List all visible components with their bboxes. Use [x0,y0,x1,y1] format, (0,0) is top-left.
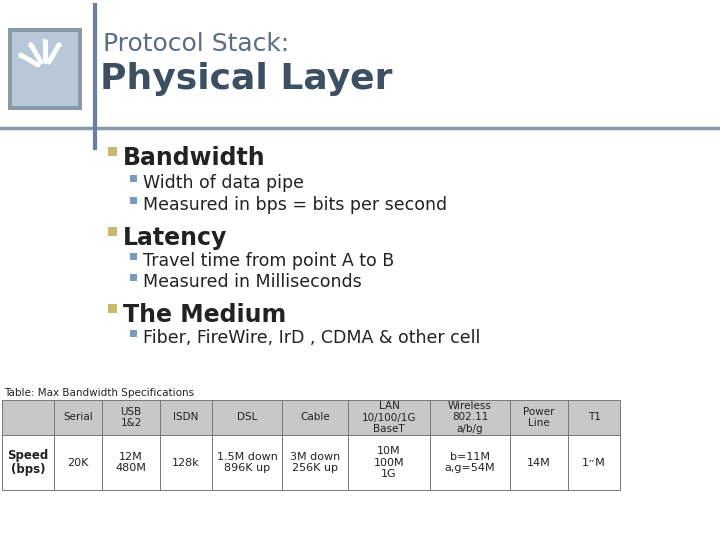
Text: Table: Max Bandwidth Specifications: Table: Max Bandwidth Specifications [4,388,194,398]
Text: Travel time from point A to B: Travel time from point A to B [143,252,395,270]
Text: 128k: 128k [172,457,200,468]
FancyBboxPatch shape [54,400,102,435]
Text: Physical Layer: Physical Layer [100,62,392,96]
Text: The Medium: The Medium [123,303,287,327]
Text: 1.5M down
896K up: 1.5M down 896K up [217,451,277,473]
FancyBboxPatch shape [160,400,212,435]
Text: Speed
(bps): Speed (bps) [7,449,49,476]
FancyBboxPatch shape [102,435,160,490]
FancyBboxPatch shape [54,435,102,490]
Text: 20K: 20K [67,457,89,468]
FancyBboxPatch shape [510,400,568,435]
FancyBboxPatch shape [348,435,430,490]
FancyBboxPatch shape [160,435,212,490]
FancyBboxPatch shape [130,197,137,204]
Text: USB
1&2: USB 1&2 [120,407,142,428]
FancyBboxPatch shape [282,435,348,490]
FancyBboxPatch shape [348,400,430,435]
FancyBboxPatch shape [108,147,117,156]
Text: b=11M
a,g=54M: b=11M a,g=54M [445,451,495,473]
Text: T1: T1 [588,413,600,422]
FancyBboxPatch shape [430,400,510,435]
FancyBboxPatch shape [108,227,117,236]
FancyBboxPatch shape [130,175,137,182]
Text: DSL: DSL [237,413,257,422]
Text: Measured in bps = bits per second: Measured in bps = bits per second [143,196,447,214]
FancyBboxPatch shape [430,435,510,490]
FancyBboxPatch shape [568,435,620,490]
Text: Cable: Cable [300,413,330,422]
Text: Protocol Stack:: Protocol Stack: [103,32,289,56]
FancyBboxPatch shape [12,32,78,106]
FancyBboxPatch shape [130,253,137,260]
FancyBboxPatch shape [108,304,117,313]
FancyBboxPatch shape [282,400,348,435]
Text: 14M: 14M [527,457,551,468]
FancyBboxPatch shape [130,330,137,337]
Text: Bandwidth: Bandwidth [123,146,266,170]
Text: 3M down
256K up: 3M down 256K up [290,451,340,473]
Text: Power
Line: Power Line [523,407,554,428]
Text: Latency: Latency [123,226,228,250]
FancyBboxPatch shape [8,28,82,110]
Text: ISDN: ISDN [174,413,199,422]
FancyBboxPatch shape [568,400,620,435]
FancyBboxPatch shape [212,435,282,490]
Text: 1״M: 1״M [582,457,606,468]
Text: Wireless
802.11
a/b/g: Wireless 802.11 a/b/g [448,401,492,434]
FancyBboxPatch shape [2,435,54,490]
Text: Measured in Milliseconds: Measured in Milliseconds [143,273,361,291]
Text: Fiber, FireWire, IrD , CDMA & other cell: Fiber, FireWire, IrD , CDMA & other cell [143,329,480,347]
Text: 10M
100M
1G: 10M 100M 1G [374,446,405,479]
Text: LAN
10/100/1G
BaseT: LAN 10/100/1G BaseT [361,401,416,434]
Text: 12M
480M: 12M 480M [116,451,146,473]
FancyBboxPatch shape [130,274,137,281]
Text: Serial: Serial [63,413,93,422]
FancyBboxPatch shape [510,435,568,490]
Text: Width of data pipe: Width of data pipe [143,174,304,192]
FancyBboxPatch shape [102,400,160,435]
FancyBboxPatch shape [2,400,54,435]
FancyBboxPatch shape [212,400,282,435]
